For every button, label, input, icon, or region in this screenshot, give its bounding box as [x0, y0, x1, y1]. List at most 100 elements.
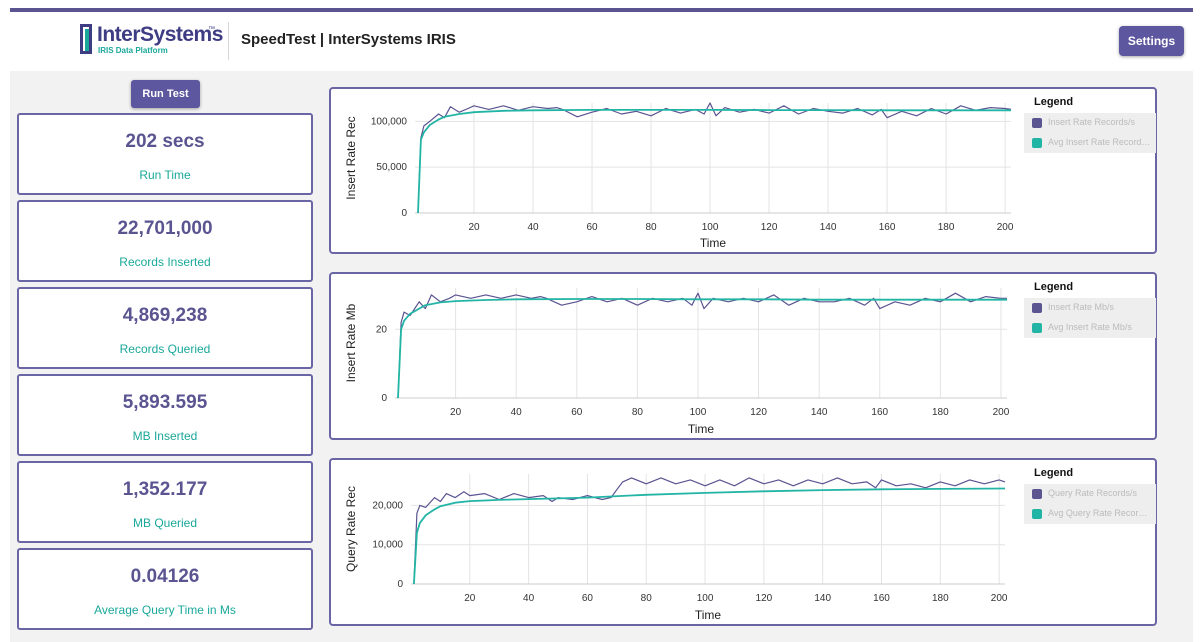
- insert-rate-mb-chart: 20 40 60 80 100 120 140 160 180 200 0 20 Time Insert …: [344, 288, 1010, 436]
- x-axis-title: Time: [700, 236, 727, 250]
- legend-item-avg-insert-rate-records[interactable]: Avg Insert Rate Records/s: [1024, 133, 1156, 153]
- legend-title: Legend: [1034, 281, 1074, 293]
- x-tick-label: 20: [464, 593, 476, 604]
- legend-item-avg-insert-rate-mb[interactable]: Avg Insert Rate Mb/s: [1024, 318, 1156, 338]
- stat-card-mb-queried: 1,352.177 MB Queried: [17, 461, 313, 543]
- stat-label: Records Queried: [119, 342, 211, 356]
- page-title: SpeedTest | InterSystems IRIS: [241, 31, 456, 48]
- chart-legend: Legend Insert Rate Mb/s Avg Insert Rate …: [1024, 276, 1156, 341]
- header-divider: [228, 22, 229, 60]
- legend-item-avg-query-rate-records[interactable]: Avg Query Rate Records/s: [1024, 504, 1156, 524]
- x-tick-label: 100: [697, 593, 714, 604]
- legend-swatch: [1032, 323, 1042, 333]
- stat-value: 1,352.177: [122, 479, 208, 500]
- intersystems-logo: InterSystems ™ IRIS Data Platform: [80, 23, 230, 59]
- series-line-rate: [413, 477, 1006, 585]
- x-tick-label: 40: [523, 593, 535, 604]
- logo-trademark: ™: [208, 26, 215, 33]
- x-tick-label: 120: [756, 593, 773, 604]
- stat-label: Average Query Time in Ms: [94, 603, 236, 617]
- x-tick-label: 200: [993, 407, 1010, 418]
- legend-label: Avg Insert Rate Mb/s: [1048, 322, 1132, 332]
- x-tick-label: 80: [645, 222, 657, 233]
- x-tick-label: 200: [997, 222, 1014, 233]
- legend-swatch: [1032, 303, 1042, 313]
- x-tick-label: 160: [879, 222, 896, 233]
- stat-value: 0.04126: [130, 566, 200, 587]
- x-axis-title: Time: [688, 422, 715, 436]
- legend-label: Avg Query Rate Records/s: [1048, 508, 1152, 518]
- y-tick-label: 100,000: [371, 116, 408, 127]
- query-rate-rec-chart: 20 40 60 80 100 120 140 160 180 200 0 10,000 20,000 T…: [344, 474, 1008, 622]
- x-tick-label: 40: [527, 222, 539, 233]
- series-line-average: [417, 108, 1011, 214]
- legend-item-query-rate-records[interactable]: Query Rate Records/s: [1024, 484, 1156, 504]
- settings-button[interactable]: Settings: [1119, 26, 1184, 56]
- x-tick-label: 20: [450, 407, 462, 418]
- y-tick-label: 0: [381, 393, 387, 404]
- chart-card-query-rate-rec: 20 40 60 80 100 120 140 160 180 200 0 10,000 20,000 T…: [329, 458, 1157, 626]
- stat-value: 202 secs: [125, 131, 205, 152]
- logo-name: InterSystems: [97, 23, 223, 46]
- stat-card-records-queried: 4,869,238 Records Queried: [17, 287, 313, 369]
- chart-legend: Legend Query Rate Records/s Avg Query Ra…: [1024, 462, 1156, 527]
- stat-label: MB Inserted: [132, 429, 198, 443]
- x-tick-label: 180: [932, 407, 949, 418]
- x-axis-title: Time: [695, 608, 722, 622]
- logo-mark-icon: [80, 24, 92, 54]
- x-tick-label: 120: [761, 222, 778, 233]
- insert-rate-rec-chart: 20 40 60 80 100 120 140 160 180 200 0 50,000 100,000…: [344, 102, 1014, 250]
- x-tick-label: 40: [511, 407, 523, 418]
- legend-swatch: [1032, 489, 1042, 499]
- y-axis-title: Insert Rate Mb: [344, 303, 358, 382]
- x-tick-label: 140: [814, 593, 831, 604]
- legend-swatch: [1032, 509, 1042, 519]
- legend-item-insert-rate-mb[interactable]: Insert Rate Mb/s: [1024, 298, 1156, 318]
- stat-card-run-time: 202 secs Run Time: [17, 113, 313, 195]
- x-tick-label: 80: [641, 593, 653, 604]
- top-accent-bar: [10, 8, 1193, 12]
- series-line-average: [397, 298, 1007, 399]
- stat-label: Records Inserted: [119, 255, 211, 269]
- x-tick-label: 60: [582, 593, 594, 604]
- y-tick-label: 10,000: [372, 540, 403, 551]
- series-line-rate: [397, 292, 1007, 399]
- app-header: InterSystems ™ IRIS Data Platform SpeedT…: [10, 12, 1193, 70]
- x-tick-label: 140: [811, 407, 828, 418]
- stat-card-records-inserted: 22,701,000 Records Inserted: [17, 200, 313, 282]
- logo-subtitle: IRIS Data Platform: [98, 46, 168, 55]
- legend-swatch: [1032, 138, 1042, 148]
- stat-card-mb-inserted: 5,893.595 MB Inserted: [17, 374, 313, 456]
- x-tick-label: 100: [690, 407, 707, 418]
- y-axis-title: Query Rate Rec: [344, 486, 358, 572]
- x-tick-label: 200: [991, 593, 1008, 604]
- legend-label: Insert Rate Records/s: [1048, 117, 1136, 127]
- series-line-rate: [417, 102, 1012, 214]
- x-tick-label: 160: [873, 593, 890, 604]
- y-axis-title: Insert Rate Rec: [344, 116, 358, 199]
- stat-value: 22,701,000: [117, 218, 213, 239]
- legend-title: Legend: [1034, 96, 1074, 108]
- chart-card-insert-rate-mb: 20 40 60 80 100 120 140 160 180 200 0 20 Time Insert …: [329, 272, 1157, 440]
- y-tick-label: 0: [397, 579, 403, 590]
- x-tick-label: 180: [938, 222, 955, 233]
- legend-label: Query Rate Records/s: [1048, 488, 1138, 498]
- y-tick-label: 50,000: [376, 162, 407, 173]
- x-tick-label: 60: [571, 407, 583, 418]
- x-tick-label: 60: [586, 222, 598, 233]
- legend-title: Legend: [1034, 467, 1074, 479]
- legend-swatch: [1032, 118, 1042, 128]
- y-tick-label: 20: [376, 324, 388, 335]
- stat-value: 5,893.595: [122, 392, 208, 413]
- chart-legend: Legend Insert Rate Records/s Avg Insert …: [1024, 91, 1156, 156]
- x-tick-label: 80: [632, 407, 644, 418]
- stat-card-average-query-time: 0.04126 Average Query Time in Ms: [17, 548, 313, 630]
- y-tick-label: 0: [401, 208, 407, 219]
- x-tick-label: 100: [702, 222, 719, 233]
- legend-label: Avg Insert Rate Records/s: [1048, 137, 1152, 147]
- run-test-button[interactable]: Run Test: [131, 80, 200, 108]
- y-tick-label: 20,000: [372, 500, 403, 511]
- legend-item-insert-rate-records[interactable]: Insert Rate Records/s: [1024, 113, 1156, 133]
- series-line-average: [413, 487, 1006, 585]
- x-tick-label: 120: [750, 407, 767, 418]
